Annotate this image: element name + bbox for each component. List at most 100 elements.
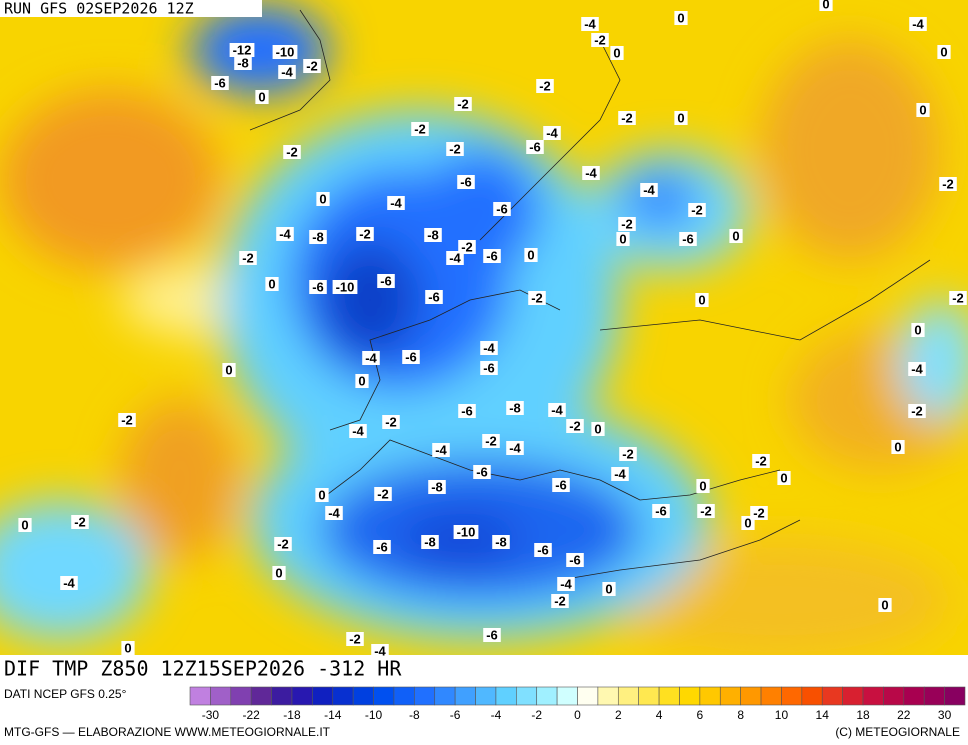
- contour-label: -2: [911, 403, 923, 418]
- contour-label-group: -8: [421, 534, 439, 549]
- contour-label: -6: [376, 539, 388, 554]
- label-box: [697, 504, 715, 518]
- label-box: [211, 76, 229, 90]
- contour-label-group: -2: [411, 121, 429, 136]
- color-swatch: [536, 686, 558, 706]
- label-box: [619, 447, 637, 461]
- contour-label-group: -8: [424, 227, 442, 242]
- contour-label-group: 0: [121, 640, 135, 655]
- label-box: [118, 413, 136, 427]
- colorbar-tick-label: 8: [737, 708, 744, 722]
- contour-label: -8: [424, 534, 436, 549]
- contour-label: -2: [621, 216, 633, 231]
- color-swatch: [617, 686, 639, 706]
- contour-label: 0: [594, 421, 601, 436]
- contour-label-group: -6: [483, 248, 501, 263]
- label-box: [234, 56, 252, 70]
- contour-label: -2: [461, 239, 473, 254]
- contour-label-group: -2: [382, 414, 400, 429]
- contour-label-group: -8: [309, 229, 327, 244]
- contour-label: -6: [486, 248, 498, 263]
- contour-label-group: 0: [777, 470, 791, 485]
- contour-label: -2: [691, 202, 703, 217]
- contour-label: -2: [622, 446, 634, 461]
- contour-label-group: -6: [473, 464, 491, 479]
- contour-label-group: 0: [729, 228, 743, 243]
- contour-label: -6: [537, 542, 549, 557]
- contour-label-group: -4: [278, 64, 296, 79]
- label-box: [506, 441, 524, 455]
- contour-label-group: -10: [453, 524, 479, 539]
- contour-label-group: 0: [315, 487, 329, 502]
- contour-label: -8: [495, 534, 507, 549]
- contour-label: -4: [279, 226, 291, 241]
- colorbar-tick-label: -4: [491, 708, 502, 722]
- contour-label-group: -6: [526, 139, 544, 154]
- color-swatch: [556, 686, 578, 706]
- contour-label-group: 0: [911, 322, 925, 337]
- label-box: [432, 443, 450, 457]
- colorbar-tick-label: -22: [243, 708, 261, 722]
- label-box: [276, 227, 294, 241]
- contour-label-group: -6: [679, 231, 697, 246]
- color-swatch: [291, 686, 313, 706]
- contour-label-group: -6: [534, 542, 552, 557]
- label-box: [356, 227, 374, 241]
- label-box: [729, 229, 743, 243]
- contour-label-group: 0: [255, 89, 269, 104]
- contour-label-group: -4: [387, 195, 405, 210]
- color-swatch: [373, 686, 395, 706]
- contour-label-group: -4: [349, 423, 367, 438]
- label-box: [274, 537, 292, 551]
- contour-label: -4: [643, 182, 655, 197]
- contour-label-group: 0: [695, 292, 709, 307]
- label-box: [566, 553, 584, 567]
- contour-label-group: -6: [566, 552, 584, 567]
- label-box: [591, 33, 609, 47]
- label-box: [332, 280, 358, 294]
- contour-label: -2: [755, 453, 767, 468]
- contour-label: -2: [449, 141, 461, 156]
- label-box: [582, 166, 600, 180]
- label-box: [229, 43, 255, 57]
- label-box: [652, 504, 670, 518]
- color-swatch: [903, 686, 925, 706]
- colorbar-tick-label: 0: [574, 708, 581, 722]
- contour-label-group: -2: [346, 631, 364, 646]
- contour-label-group: -2: [697, 503, 715, 518]
- contour-label: -2: [377, 486, 389, 501]
- contour-label: -6: [682, 231, 694, 246]
- label-box: [688, 203, 706, 217]
- contour-label: -8: [431, 479, 443, 494]
- label-box: [911, 323, 925, 337]
- color-swatch: [842, 686, 864, 706]
- contour-label: 0: [914, 322, 921, 337]
- contour-label-group: -8: [506, 400, 524, 415]
- contour-label: -2: [594, 32, 606, 47]
- label-box: [349, 424, 367, 438]
- color-swatch: [883, 686, 905, 706]
- color-swatch: [740, 686, 762, 706]
- label-box: [543, 126, 561, 140]
- contour-label-group: -6: [377, 273, 395, 288]
- contour-label-group: -2: [482, 433, 500, 448]
- contour-label-group: 0: [591, 421, 605, 436]
- contour-label-group: -2: [618, 110, 636, 125]
- contour-label-group: -6: [493, 201, 511, 216]
- contour-label: -6: [483, 360, 495, 375]
- contour-label-group: -4: [276, 226, 294, 241]
- label-box: [316, 192, 330, 206]
- contour-label: 0: [319, 191, 326, 206]
- label-box: [346, 632, 364, 646]
- label-box: [483, 628, 501, 642]
- label-box: [482, 434, 500, 448]
- contour-label-group: 0: [18, 517, 32, 532]
- color-swatch: [923, 686, 945, 706]
- contour-label: -2: [753, 505, 765, 520]
- contour-label-group: -2: [908, 403, 926, 418]
- contour-label-group: 0: [937, 44, 951, 59]
- colorbar-tick-label: -10: [365, 708, 383, 722]
- color-swatch: [862, 686, 884, 706]
- contour-label-group: -8: [428, 479, 446, 494]
- color-swatch: [760, 686, 782, 706]
